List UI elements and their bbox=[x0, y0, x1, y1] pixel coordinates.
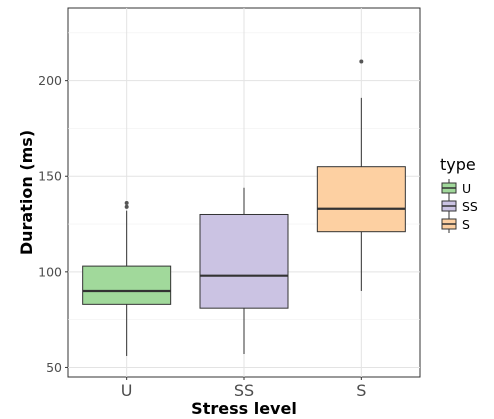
box-s bbox=[316, 59, 406, 291]
box-ss bbox=[199, 187, 289, 355]
x-tick-label: SS bbox=[234, 381, 254, 400]
boxes bbox=[82, 59, 406, 356]
legend-item-u: U bbox=[441, 179, 471, 197]
y-tick-label: 50 bbox=[46, 360, 62, 375]
x-axis-title: Stress level bbox=[191, 399, 297, 418]
legend-label: U bbox=[462, 181, 471, 196]
y-tick-label: 150 bbox=[38, 169, 62, 184]
box-u bbox=[82, 201, 172, 356]
x-tick-label: U bbox=[121, 381, 133, 400]
y-tick-label: 200 bbox=[38, 73, 62, 88]
outlier-point bbox=[124, 204, 129, 209]
box-iqr bbox=[316, 166, 406, 233]
outlier-point bbox=[359, 59, 364, 64]
x-axis: U SS S bbox=[121, 377, 366, 400]
legend-title: type bbox=[440, 155, 476, 174]
outlier-point bbox=[124, 201, 129, 206]
x-tick-label: S bbox=[356, 381, 366, 400]
y-axis: 50 100 150 200 bbox=[38, 73, 68, 375]
legend-label: S bbox=[462, 217, 470, 232]
box-iqr bbox=[199, 213, 289, 309]
y-tick-label: 100 bbox=[38, 264, 62, 279]
y-axis-title: Duration (ms) bbox=[17, 130, 36, 255]
box-iqr bbox=[82, 265, 172, 305]
legend-item-ss: SS bbox=[441, 197, 478, 215]
legend-item-s: S bbox=[441, 215, 470, 233]
legend-label: SS bbox=[462, 199, 478, 214]
